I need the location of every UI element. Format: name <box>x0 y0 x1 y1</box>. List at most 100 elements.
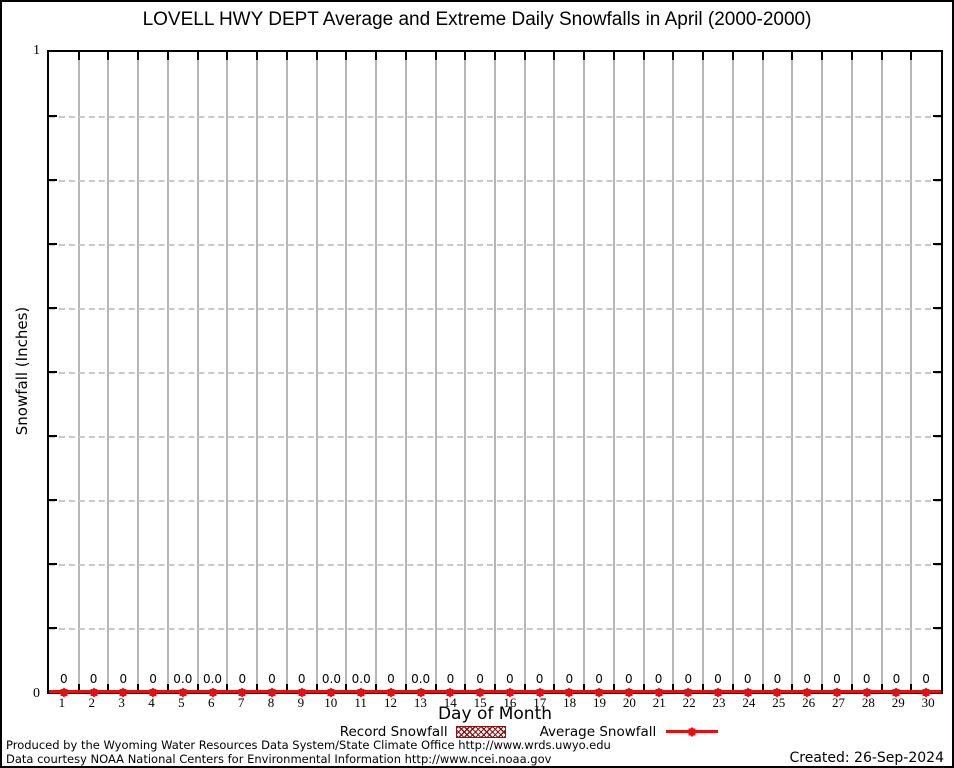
x-tick-label-day-18: 18 <box>563 695 577 710</box>
point-label-day-15: 0 <box>476 672 484 686</box>
x-axis-tick-top <box>285 52 288 60</box>
point-label-day-27: 0 <box>833 672 841 686</box>
point-label-day-17: 0 <box>535 672 544 686</box>
x-tick-label-day-22: 22 <box>682 695 696 710</box>
x-axis-tick-top <box>583 52 586 60</box>
y-axis-tick-left <box>49 179 57 181</box>
average-snowfall-marker-day-5 <box>178 688 187 697</box>
x-tick-label-day-7: 7 <box>237 695 245 710</box>
grid-line-horizontal <box>49 564 941 566</box>
x-axis-tick-bottom <box>880 684 883 692</box>
x-tick-label-day-19: 19 <box>593 695 607 710</box>
point-label-day-23: 0 <box>714 672 722 686</box>
x-axis-tick-top <box>137 52 140 60</box>
point-label-day-9: 0 <box>297 672 306 686</box>
x-axis-tick-bottom <box>107 684 110 692</box>
x-axis-tick-bottom <box>672 684 675 692</box>
average-snowfall-marker-day-15 <box>476 688 485 697</box>
x-axis-tick-bottom <box>315 684 318 692</box>
x-axis-tick-top <box>404 52 407 60</box>
x-axis-tick-top <box>850 52 853 60</box>
average-snowfall-marker-day-1 <box>59 688 68 697</box>
footer-data-courtesy: Data courtesy NOAA National Centers for … <box>6 752 552 766</box>
grid-line-horizontal <box>49 500 941 502</box>
point-label-day-5: 0.0 <box>173 672 193 686</box>
average-snowfall-marker-day-9 <box>297 688 306 697</box>
x-axis-tick-top <box>494 52 496 60</box>
x-tick-label-day-3: 3 <box>118 695 125 710</box>
x-axis-tick-top <box>880 52 883 60</box>
x-axis-tick-bottom <box>226 684 229 692</box>
x-axis-tick-bottom <box>166 684 169 692</box>
x-axis-tick-bottom <box>196 684 199 692</box>
x-axis-tick-top <box>464 52 467 60</box>
y-axis-tick-left <box>49 243 57 245</box>
x-axis-title: Day of Month <box>437 704 553 724</box>
x-axis-tick-top <box>196 52 199 60</box>
x-axis-tick-bottom <box>256 684 259 692</box>
x-axis-tick-bottom <box>553 684 556 692</box>
x-axis-tick-bottom <box>494 684 496 692</box>
y-axis-tick-right <box>933 243 941 245</box>
legend-record-snowfall-label: Record Snowfall <box>339 723 448 740</box>
point-label-day-20: 0 <box>624 672 633 686</box>
average-snowfall-marker-day-7 <box>238 688 247 697</box>
average-snowfall-marker-day-14 <box>446 688 455 697</box>
point-label-day-22: 0 <box>684 672 693 686</box>
x-tick-label-day-6: 6 <box>208 695 215 710</box>
y-axis-tick-left <box>49 371 57 373</box>
average-snowfall-marker-day-28 <box>862 688 871 697</box>
x-tick-label-day-12: 12 <box>383 695 397 710</box>
x-axis-tick-top <box>166 52 169 60</box>
average-snowfall-marker-day-25 <box>773 688 782 697</box>
x-axis-tick-bottom <box>791 684 794 692</box>
grid-line-horizontal <box>49 116 941 118</box>
x-axis-tick-bottom <box>404 684 407 692</box>
average-snowfall-marker-day-13 <box>416 688 425 697</box>
x-tick-label-day-29: 29 <box>891 695 905 710</box>
x-axis-tick-top <box>791 52 794 60</box>
x-axis-tick-top <box>523 52 526 60</box>
x-tick-label-day-24: 24 <box>742 695 756 710</box>
point-label-day-1: 0 <box>60 672 68 686</box>
x-axis-tick-top <box>553 52 556 60</box>
average-snowfall-marker-day-4 <box>149 688 158 697</box>
average-snowfall-marker-day-16 <box>505 688 514 697</box>
average-snowfall-marker-day-19 <box>595 688 604 697</box>
point-label-day-3: 0 <box>119 672 128 686</box>
point-label-day-26: 0 <box>803 672 812 686</box>
x-tick-label-day-5: 5 <box>178 695 185 710</box>
x-tick-label-day-27: 27 <box>831 695 845 710</box>
average-snowfall-marker-day-18 <box>565 688 574 697</box>
point-label-day-30: 0 <box>922 672 930 686</box>
legend-average-snowfall-line <box>666 727 719 736</box>
x-axis-tick-bottom <box>761 684 764 692</box>
x-tick-label-day-26: 26 <box>802 695 816 710</box>
legend-average-snowfall-marker-icon <box>688 727 697 736</box>
x-axis-tick-top <box>642 52 645 60</box>
x-axis-tick-top <box>702 52 705 60</box>
point-label-day-29: 0 <box>892 672 901 686</box>
average-snowfall-marker-day-23 <box>714 688 723 697</box>
y-axis-tick-left <box>49 627 57 629</box>
x-axis-tick-bottom <box>910 684 913 692</box>
average-snowfall-marker-day-6 <box>208 688 217 697</box>
point-label-day-14: 0 <box>446 672 455 686</box>
y-axis-tick-right <box>933 307 941 309</box>
x-axis-tick-top <box>315 52 318 60</box>
average-snowfall-marker-day-17 <box>535 688 544 697</box>
average-snowfall-marker-day-29 <box>892 688 901 697</box>
x-tick-label-day-15: 15 <box>473 695 487 710</box>
grid-line-horizontal <box>49 436 941 438</box>
x-axis-tick-bottom <box>850 684 853 692</box>
average-snowfall-marker-day-20 <box>624 688 633 697</box>
x-tick-label-day-13: 13 <box>413 695 427 710</box>
point-label-day-8: 0 <box>268 672 276 686</box>
footer-producer-credit: Produced by the Wyoming Water Resources … <box>6 738 611 752</box>
x-tick-label-day-16: 16 <box>503 695 517 710</box>
x-tick-label-day-14: 14 <box>443 695 457 710</box>
point-label-day-6: 0.0 <box>202 672 223 686</box>
y-axis-tick-right <box>933 627 941 629</box>
y-axis-tick-left <box>49 435 57 437</box>
